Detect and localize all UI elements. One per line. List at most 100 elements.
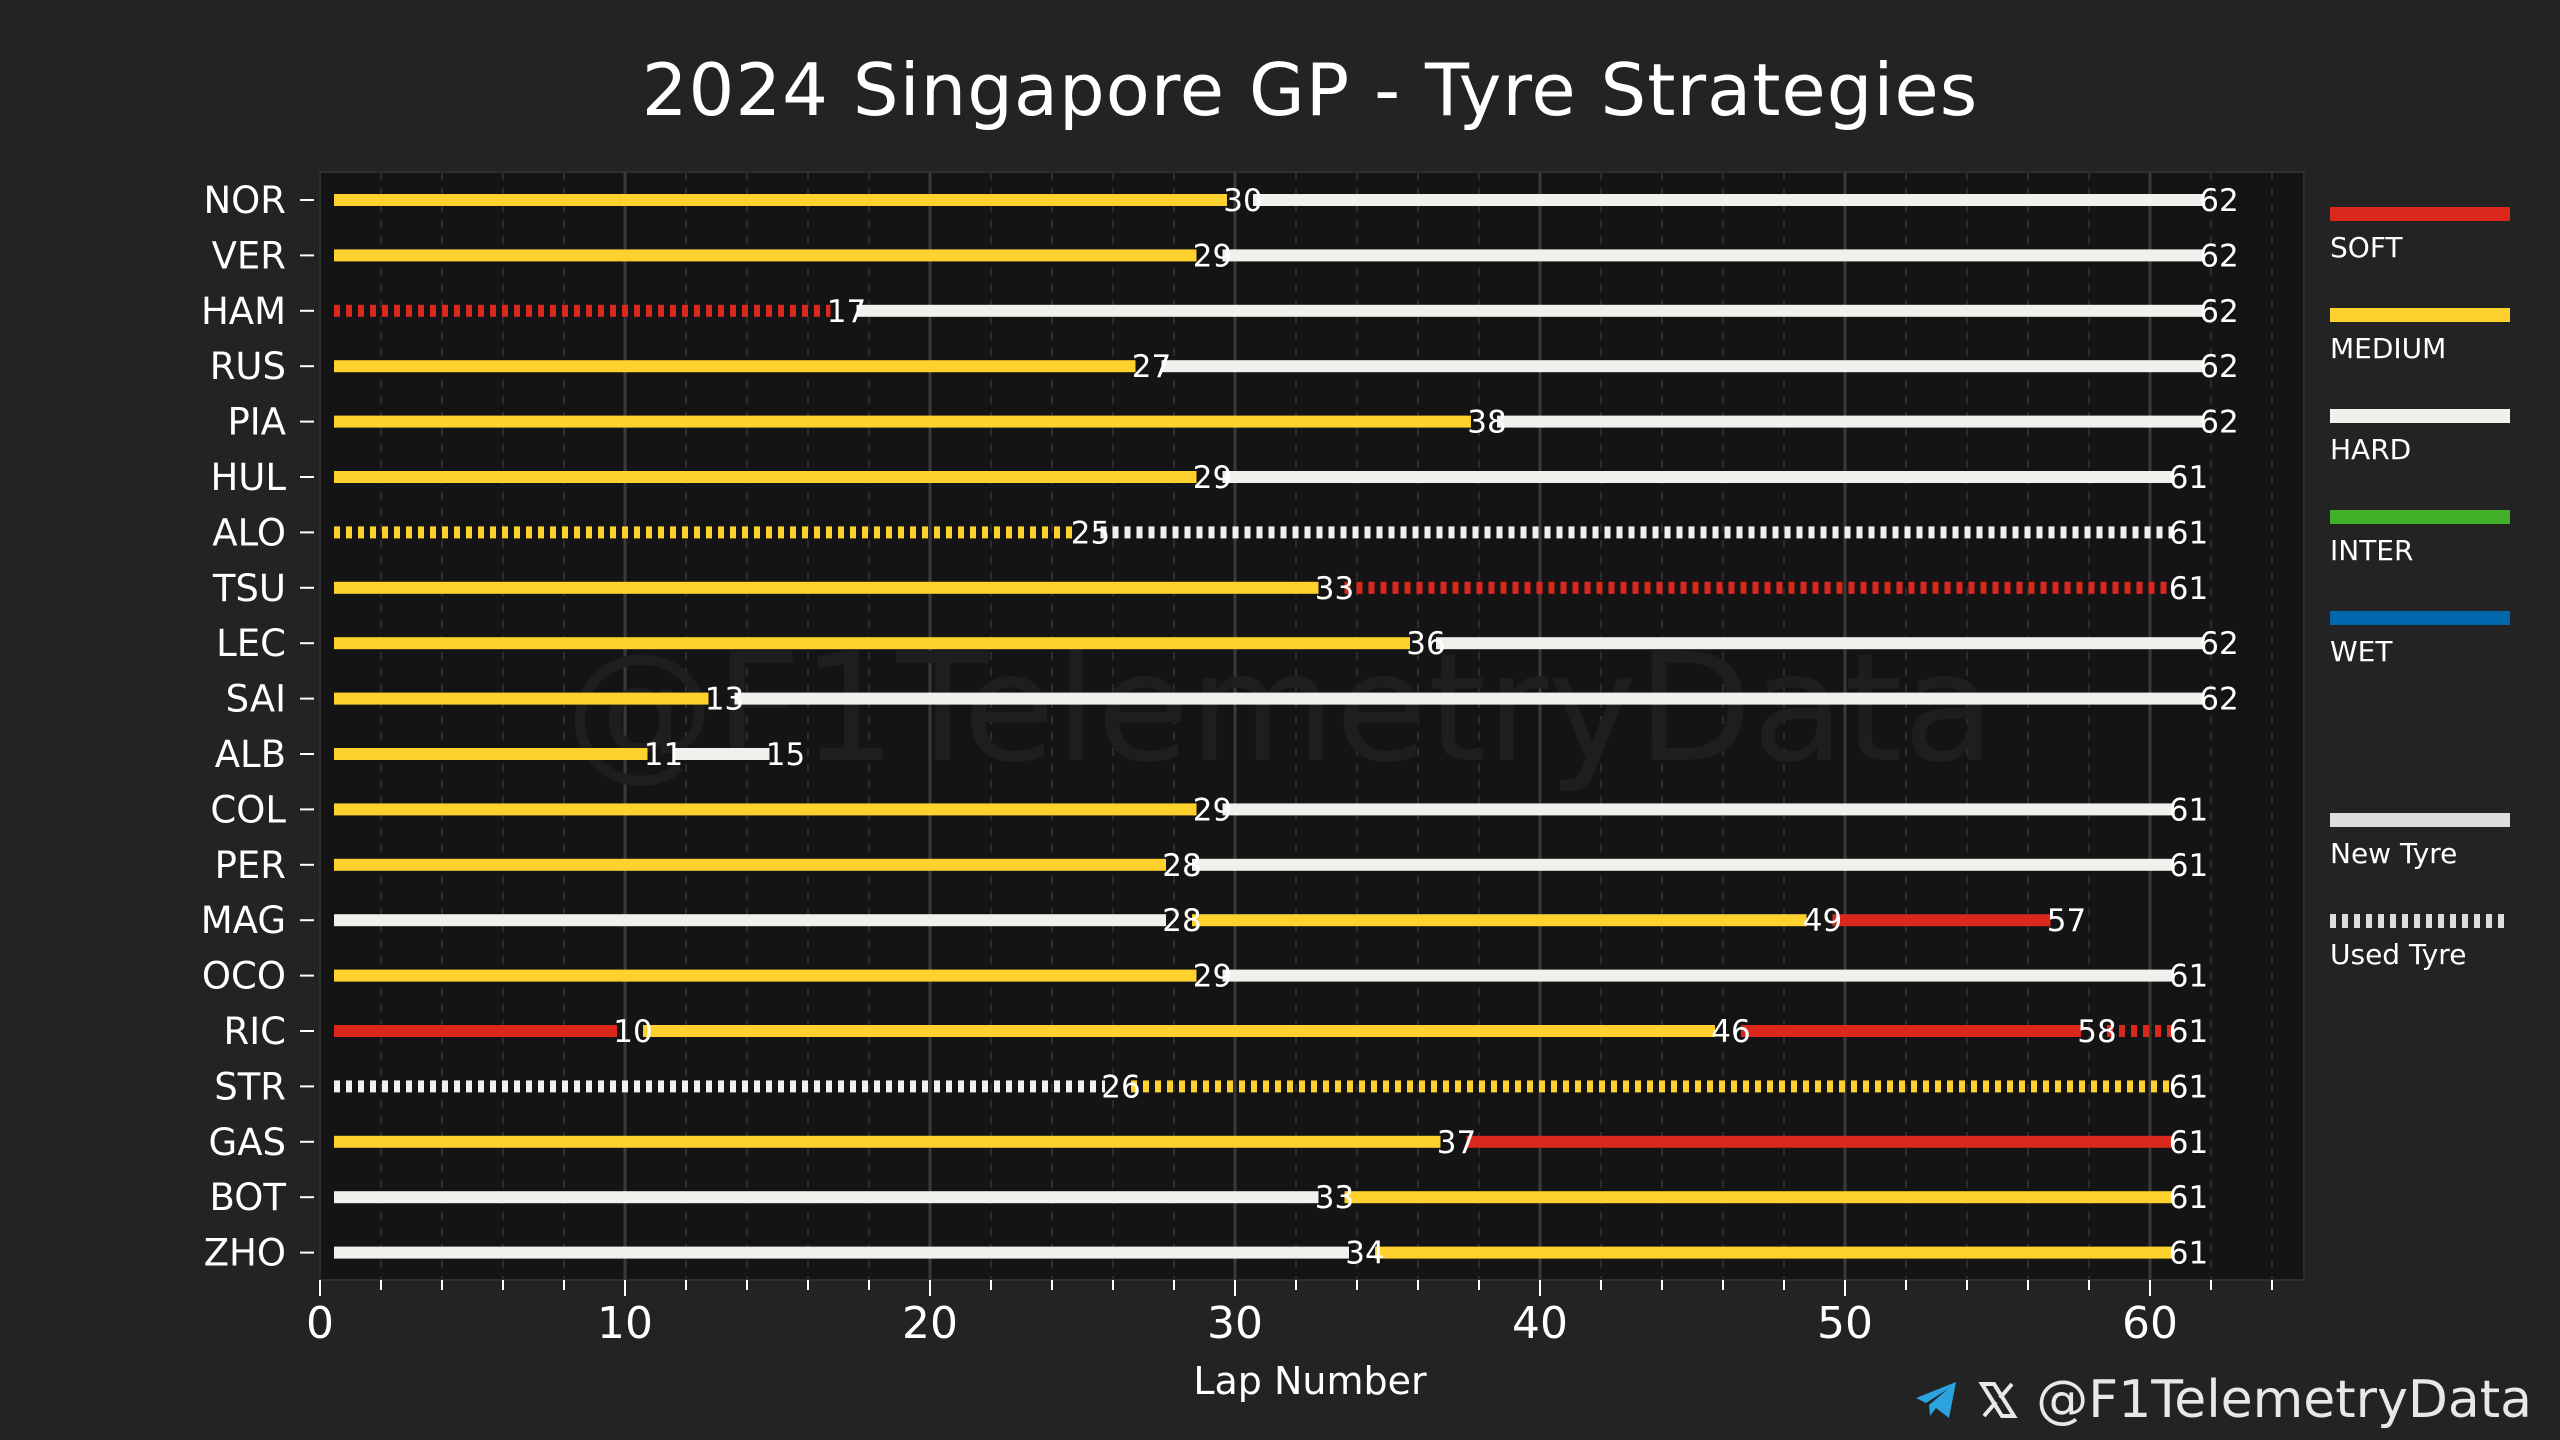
stint-bar-used-segment xyxy=(1796,526,1803,539)
stint-bar xyxy=(334,471,1197,483)
stint-bar-used-segment xyxy=(1839,1080,1845,1093)
stint-bar-used-segment xyxy=(1155,1080,1161,1093)
stint-bar-used-segment xyxy=(514,1080,520,1093)
stint-bar-used-segment xyxy=(2151,1080,2157,1093)
stint-end-label: 62 xyxy=(2199,405,2238,441)
stint-bar xyxy=(334,637,1410,650)
stint-end-label: 61 xyxy=(2169,959,2208,995)
stint-bar xyxy=(1222,249,2203,262)
stint-bar-used-segment xyxy=(730,1080,736,1093)
stint-bar-used-segment xyxy=(670,1080,676,1093)
legend-swatch-soft xyxy=(2330,207,2510,221)
stint-bar-used-segment xyxy=(886,1080,892,1093)
stint-bar-used-segment xyxy=(586,1080,592,1093)
stint-bar-used-segment xyxy=(1724,526,1731,539)
stint-bar-used-segment xyxy=(622,304,628,317)
stint-bar-used-segment xyxy=(814,1080,820,1093)
stint-end-label: 61 xyxy=(2169,1014,2208,1050)
stint-bar xyxy=(734,692,2203,705)
stint-bar-used-segment xyxy=(2091,1080,2097,1093)
stint-bar-used-segment xyxy=(1568,526,1575,539)
stint-bar-used-segment xyxy=(1896,581,1903,594)
stint-bar-used-segment xyxy=(382,526,388,539)
stint-bar-used-segment xyxy=(1496,526,1503,539)
stint-bar-used-segment xyxy=(430,1080,436,1093)
stint-bar-used-segment xyxy=(2119,1025,2125,1037)
stint-bar-used-segment xyxy=(1599,1080,1605,1093)
stint-bar-used-segment xyxy=(706,1080,712,1093)
stint-bar-used-segment xyxy=(1680,581,1687,594)
y-tick-label-sai: SAI xyxy=(226,678,286,721)
stint-bar-used-segment xyxy=(1928,526,1935,539)
stint-bar-used-segment xyxy=(418,1080,424,1093)
stint-end-label: 29 xyxy=(1193,792,1232,828)
stint-bar-used-segment xyxy=(958,526,964,539)
stint-bar-used-segment xyxy=(1244,526,1251,539)
stint-bar-used-segment xyxy=(1311,1080,1317,1093)
stint-bar xyxy=(1497,415,2203,428)
y-tick-label-zho: ZHO xyxy=(204,1232,286,1275)
stint-bar-used-segment xyxy=(1006,526,1012,539)
stint-bar-used-segment xyxy=(1268,526,1275,539)
stint-bar xyxy=(1192,858,2173,871)
stint-bar-used-segment xyxy=(1836,581,1843,594)
stint-bar-used-segment xyxy=(1992,581,1999,594)
x-logo-icon[interactable] xyxy=(1978,1380,2018,1420)
stint-bar-used-segment xyxy=(2012,526,2019,539)
stint-end-label: 25 xyxy=(1071,515,1110,551)
x-tick-label: 40 xyxy=(1512,1298,1568,1349)
stint-bar-used-segment xyxy=(1383,1080,1389,1093)
stint-bar-used-segment xyxy=(1167,1080,1173,1093)
stint-bar-used-segment xyxy=(1848,581,1855,594)
x-tick-label: 20 xyxy=(902,1298,958,1349)
stint-bar-used-segment xyxy=(586,304,592,317)
x-tick-label: 0 xyxy=(306,1298,334,1349)
y-tick-label-ham: HAM xyxy=(201,290,286,333)
footer: @F1TelemetryData xyxy=(1914,1370,2532,1430)
stint-bar-used-segment xyxy=(1664,526,1671,539)
stint-bar-used-segment xyxy=(1800,581,1807,594)
stint-bar-used-segment xyxy=(1587,1080,1593,1093)
stint-bar xyxy=(334,1135,1441,1148)
stint-bar-used-segment xyxy=(634,1080,640,1093)
stint-bar-used-segment xyxy=(1640,526,1647,539)
stint-bar-used-segment xyxy=(1184,526,1191,539)
stint-end-label: 49 xyxy=(1803,903,1842,939)
stint-bar-used-segment xyxy=(1304,526,1311,539)
stint-bar-used-segment xyxy=(430,304,436,317)
stint-bar-used-segment xyxy=(898,1080,904,1093)
stint-bar-used-segment xyxy=(538,526,544,539)
stint-bar-used-segment xyxy=(1772,526,1779,539)
stint-bar-used-segment xyxy=(1644,581,1651,594)
stint-bar xyxy=(1222,969,2173,982)
stint-bar-used-segment xyxy=(1875,1080,1881,1093)
stint-bar-used-segment xyxy=(1347,1080,1353,1093)
stint-bar-used-segment xyxy=(442,1080,448,1093)
stint-bar-used-segment xyxy=(2000,526,2007,539)
stint-bar-used-segment xyxy=(1892,526,1899,539)
stint-bar-used-segment xyxy=(1748,526,1755,539)
stint-bar-used-segment xyxy=(910,526,916,539)
stint-bar-used-segment xyxy=(814,304,820,317)
stint-bar-used-segment xyxy=(1628,526,1635,539)
stint-end-label: 62 xyxy=(2199,682,2238,718)
footer-handle[interactable]: @F1TelemetryData xyxy=(2036,1370,2532,1430)
stint-bar-used-segment xyxy=(490,304,496,317)
stint-bar-used-segment xyxy=(922,526,928,539)
stint-bar-used-segment xyxy=(634,526,640,539)
stint-bar-used-segment xyxy=(1160,526,1167,539)
stint-bar-used-segment xyxy=(826,526,832,539)
stint-bar-used-segment xyxy=(1580,526,1587,539)
telegram-icon[interactable] xyxy=(1914,1380,1960,1420)
stint-bar-used-segment xyxy=(1371,1080,1377,1093)
stint-bar-used-segment xyxy=(922,1080,928,1093)
stint-end-label: 34 xyxy=(1345,1236,1384,1272)
stint-bar-used-segment xyxy=(442,304,448,317)
legend-swatch-inter xyxy=(2330,510,2510,524)
stint-bar-used-segment xyxy=(526,526,532,539)
stint-bar-used-segment xyxy=(1328,526,1335,539)
stint-bar-used-segment xyxy=(1316,526,1323,539)
stint-bar-used-segment xyxy=(1880,526,1887,539)
stint-bar-used-segment xyxy=(1356,581,1363,594)
stint-bar-used-segment xyxy=(1352,526,1359,539)
